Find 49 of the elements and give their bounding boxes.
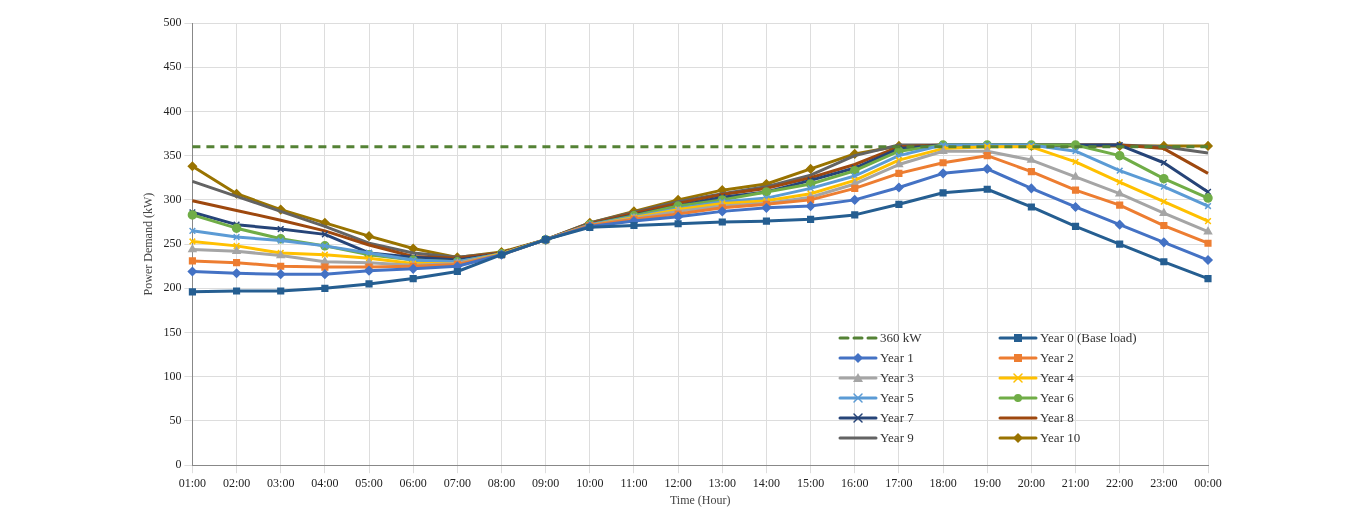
y-tick-label: 100 <box>163 368 182 383</box>
x-tick-label: 03:00 <box>267 475 295 490</box>
x-tick-label: 01:00 <box>178 475 207 490</box>
y-tick-label: 450 <box>163 59 182 74</box>
x-tick-label: 18:00 <box>929 475 957 490</box>
y-tick-label: 50 <box>169 413 182 428</box>
x-tick-label: 13:00 <box>708 475 736 490</box>
legend-label: Year 7 <box>880 410 914 426</box>
y-tick-label: 0 <box>175 457 182 472</box>
x-tick-label: 22:00 <box>1106 475 1134 490</box>
y-tick-label: 250 <box>163 236 182 251</box>
y-tick-label: 300 <box>163 192 182 207</box>
legend-label: Year 2 <box>1040 350 1074 366</box>
y-tick-label: 500 <box>163 15 182 30</box>
x-tick-label: 12:00 <box>664 475 692 490</box>
legend-label: Year 3 <box>880 370 914 386</box>
x-axis-title: Time (Hour) <box>669 492 731 507</box>
x-tick-label: 19:00 <box>973 475 1001 490</box>
x-tick-label: 05:00 <box>355 475 383 490</box>
legend-label: Year 6 <box>1040 390 1074 406</box>
x-tick-label: 10:00 <box>576 475 604 490</box>
y-tick-label: 400 <box>163 103 182 118</box>
legend-label: Year 4 <box>1040 370 1074 386</box>
x-tick-label: 04:00 <box>311 475 339 490</box>
legend-label: Year 8 <box>1040 410 1074 426</box>
x-tick-label: 20:00 <box>1017 475 1046 490</box>
x-tick-label: 11:00 <box>620 475 648 490</box>
legend-label: Year 10 <box>1040 430 1081 446</box>
x-tick-label: 07:00 <box>443 475 472 490</box>
legend-label: Year 0 (Base load) <box>1040 330 1137 346</box>
legend-label: Year 9 <box>880 430 914 446</box>
x-tick-label: 15:00 <box>796 475 825 490</box>
x-tick-label: 17:00 <box>885 475 913 490</box>
x-tick-label: 02:00 <box>222 475 251 490</box>
x-tick-label: 23:00 <box>1150 475 1178 490</box>
y-tick-label: 200 <box>163 280 182 295</box>
x-tick-label: 16:00 <box>841 475 869 490</box>
y-axis-title: Power Demand (kW) <box>141 192 156 296</box>
legend-label: Year 5 <box>880 390 914 406</box>
legend-label: 360 kW <box>880 330 922 346</box>
y-tick-label: 150 <box>163 324 182 339</box>
x-tick-label: 21:00 <box>1061 475 1090 490</box>
x-tick-label: 08:00 <box>487 475 516 490</box>
x-tick-label: 09:00 <box>531 475 560 490</box>
y-tick-label: 350 <box>163 147 182 162</box>
legend-label: Year 1 <box>880 350 914 366</box>
x-tick-label: 00:00 <box>1194 475 1222 490</box>
x-tick-label: 06:00 <box>399 475 427 490</box>
x-tick-label: 14:00 <box>752 475 781 490</box>
